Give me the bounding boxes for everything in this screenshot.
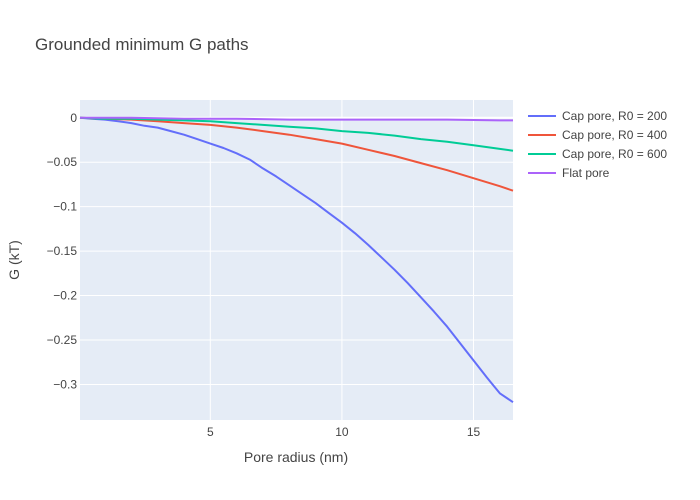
series-lines	[79, 116, 514, 404]
y-tick-label: −0.05	[47, 155, 78, 169]
legend-item[interactable]: Flat pore	[528, 166, 610, 180]
series-line-0[interactable]	[79, 116, 514, 404]
series-line-3[interactable]	[80, 116, 513, 122]
x-tick-label: 10	[335, 425, 349, 439]
series-line-2[interactable]	[79, 116, 514, 152]
y-tick-label: −0.3	[53, 377, 77, 391]
y-tick-label: −0.15	[47, 244, 78, 258]
y-tick-label: −0.1	[53, 200, 77, 214]
series-line-1[interactable]	[79, 116, 514, 192]
legend-label: Cap pore, R0 = 200	[562, 109, 667, 123]
x-axis-title: Pore radius (nm)	[244, 449, 348, 465]
legend-label: Cap pore, R0 = 600	[562, 147, 667, 161]
chart-title: Grounded minimum G paths	[35, 35, 249, 54]
tick-labels: 5 10 15 0 −0.05 −0.1 −0.15 −0.2 −0.25 −0.3	[47, 111, 481, 439]
y-axis-title: G (kT)	[6, 240, 22, 280]
y-tick-label: −0.2	[53, 289, 77, 303]
y-tick-label: 0	[70, 111, 77, 125]
legend-label: Flat pore	[562, 166, 610, 180]
legend[interactable]: Cap pore, R0 = 200 Cap pore, R0 = 400 Cap …	[528, 109, 667, 180]
plot-area[interactable]	[80, 100, 513, 420]
x-tick-label: 15	[467, 425, 481, 439]
legend-item[interactable]: Cap pore, R0 = 400	[528, 128, 667, 142]
y-tick-label: −0.25	[47, 333, 78, 347]
legend-item[interactable]: Cap pore, R0 = 200	[528, 109, 667, 123]
legend-label: Cap pore, R0 = 400	[562, 128, 667, 142]
legend-item[interactable]: Cap pore, R0 = 600	[528, 147, 667, 161]
x-tick-label: 5	[207, 425, 214, 439]
